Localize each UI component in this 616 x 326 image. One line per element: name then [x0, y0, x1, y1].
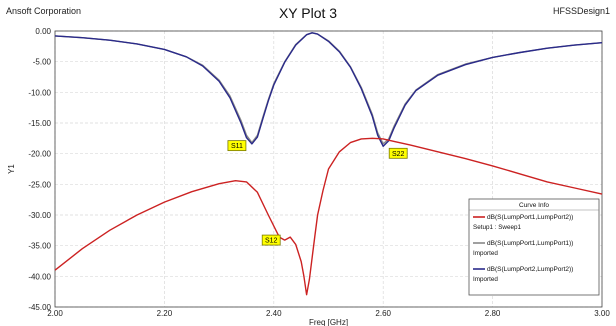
legend-entry-source: Imported: [473, 276, 498, 283]
legend[interactable]: Curve Info dB(S(LumpPort1,LumpPort2)) Set…: [468, 198, 600, 296]
series-line-s11: [54, 32, 603, 145]
marker-label-s12: S12: [265, 238, 278, 245]
marker-label-s22: S22: [392, 151, 405, 158]
series-lines: [54, 32, 603, 296]
y-tick-label: -40.00: [28, 272, 51, 281]
y-tick-label: -25.00: [28, 180, 51, 189]
marker-box-s12[interactable]: [261, 234, 281, 246]
legend-entry-name: dB(S(LumpPort1,LumpPort1)): [487, 240, 573, 247]
legend-entry-source: Setup1 : Sweep1: [473, 224, 521, 231]
x-tick-label: 3.00: [594, 309, 610, 318]
axis-ticks: 2.00 2.20 2.40 2.60 2.80 3.00 0.00 -5.00 -10.00 -…: [28, 27, 610, 318]
y-tick-label: -35.00: [28, 242, 51, 251]
legend-title: Curve Info: [519, 202, 549, 209]
x-tick-label: 2.00: [47, 309, 63, 318]
x-tick-label: 2.80: [485, 309, 501, 318]
curve-markers: S11 S22 S12: [227, 140, 408, 246]
y-axis-label: Y1: [7, 164, 16, 174]
y-tick-label: -5.00: [33, 58, 52, 67]
design-name-label: HFSSDesign1: [552, 6, 610, 16]
legend-entry-name: dB(S(LumpPort1,LumpPort2)): [487, 214, 573, 221]
legend-entries: dB(S(LumpPort1,LumpPort2)) Setup1 : Sweep…: [469, 209, 599, 283]
legend-entry-source: Imported: [473, 250, 498, 257]
y-tick-label: -10.00: [28, 88, 51, 97]
marker-box-s22[interactable]: [388, 147, 408, 159]
legend-box: [468, 198, 600, 296]
y-tick-label: -30.00: [28, 211, 51, 220]
plot-area: [54, 30, 603, 308]
company-label: Ansoft Corporation: [6, 6, 82, 16]
x-axis-label: Freq [GHz]: [309, 318, 348, 326]
series-line-s22: [54, 32, 603, 147]
y-tick-label: -20.00: [28, 150, 51, 159]
series-line-s12: [54, 137, 603, 296]
y-tick-label: -45.00: [28, 303, 51, 312]
y-tick-label: 0.00: [35, 27, 51, 36]
plot-title: XY Plot 3: [278, 5, 338, 21]
marker-label-s11: S11: [231, 143, 243, 150]
legend-entry-name: dB(S(LumpPort2,LumpPort2)): [487, 266, 573, 273]
y-tick-label: -15.00: [28, 119, 51, 128]
x-tick-label: 2.20: [157, 309, 173, 318]
x-tick-label: 2.60: [375, 309, 391, 318]
x-tick-label: 2.40: [266, 309, 282, 318]
marker-box-s11[interactable]: [227, 140, 247, 152]
